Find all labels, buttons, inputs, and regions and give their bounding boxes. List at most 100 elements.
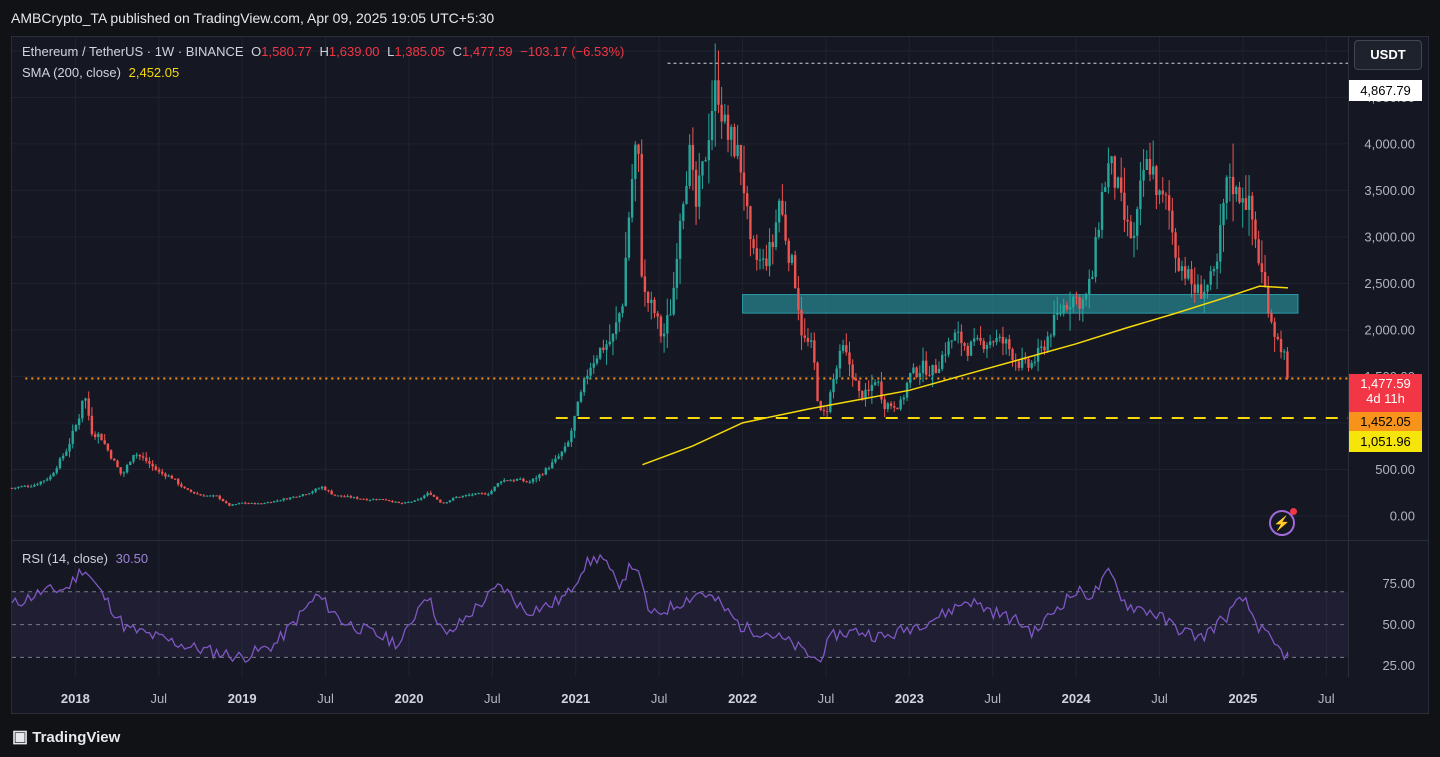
- time-tick-label-15: Jul: [1318, 691, 1335, 706]
- candle-body-315: [1017, 361, 1021, 368]
- candle-body-96: [317, 488, 321, 490]
- candle-body-388: [1251, 195, 1254, 220]
- candle-body-114: [375, 499, 378, 501]
- candle-body-78: [260, 503, 263, 505]
- candle-body-44: [151, 463, 154, 467]
- candle-body-138: [451, 497, 455, 501]
- candle-body-154: [503, 480, 506, 482]
- candle-body-175: [570, 430, 573, 443]
- rsi-legend[interactable]: RSI (14, close) 30.50: [22, 551, 148, 566]
- candle-body-231: [749, 206, 752, 240]
- candle-body-262: [848, 352, 851, 365]
- candle-body-13: [52, 472, 55, 477]
- candle-body-189: [614, 322, 618, 334]
- candle-body-222: [720, 104, 723, 122]
- candle-body-35: [122, 472, 126, 474]
- candle-body-87: [288, 497, 292, 500]
- symbol-label[interactable]: Ethereum / TetherUS · 1W · BINANCE: [22, 44, 244, 59]
- candle-body-55: [186, 488, 190, 490]
- open-label: O: [251, 44, 262, 59]
- candle-body-34: [119, 467, 122, 474]
- candle-body-313: [1011, 349, 1014, 361]
- candle-body-240: [777, 200, 781, 223]
- resistance-zone-rect: [742, 294, 1299, 314]
- candle-body-85: [282, 498, 285, 501]
- candle-body-273: [883, 399, 886, 410]
- candle-body-51: [173, 478, 177, 480]
- candle-body-245: [793, 255, 797, 289]
- candle-body-93: [308, 493, 311, 495]
- candle-body-221: [717, 80, 720, 105]
- candle-body-103: [340, 495, 343, 497]
- rsi-line: [11, 553, 1289, 664]
- candle-body-17: [65, 451, 68, 456]
- candle-body-309: [998, 336, 1001, 338]
- candle-body-59: [199, 494, 202, 496]
- candle-body-353: [1139, 180, 1142, 210]
- candle-body-152: [496, 483, 500, 487]
- candle-body-267: [864, 389, 867, 400]
- candle-body-359: [1158, 190, 1161, 196]
- sma-legend[interactable]: SMA (200, close) 2,452.05: [22, 65, 179, 80]
- candle-body-122: [400, 502, 404, 504]
- candle-body-67: [224, 501, 228, 504]
- candle-body-7: [33, 485, 36, 487]
- price-tick-label-6: 3,000.00: [1364, 229, 1415, 244]
- lightning-icon[interactable]: ⚡: [1269, 508, 1297, 536]
- candle-body-0: [10, 487, 14, 489]
- candle-body-202: [656, 313, 659, 317]
- candle-body-253: [819, 401, 822, 411]
- candle-body-111: [365, 499, 369, 501]
- time-tick-label-7: Jul: [651, 691, 668, 706]
- candle-body-49: [167, 475, 170, 477]
- candle-body-60: [202, 495, 205, 497]
- candle-body-211: [685, 185, 688, 205]
- candle-body-170: [554, 458, 557, 463]
- candle-body-118: [387, 500, 391, 502]
- candle-body-299: [966, 345, 969, 356]
- candle-body-249: [806, 337, 810, 342]
- candle-body-181: [589, 367, 592, 376]
- candle-body-79: [263, 503, 266, 505]
- candle-body-234: [758, 259, 762, 261]
- candle-body-292: [944, 354, 947, 356]
- candle-body-319: [1030, 362, 1033, 368]
- candle-body-40: [138, 454, 142, 457]
- sma-label: SMA (200, close): [22, 65, 121, 80]
- candle-body-136: [445, 502, 448, 504]
- rsi-value: 30.50: [115, 551, 149, 566]
- candle-body-247: [800, 309, 803, 336]
- candle-body-392: [1263, 272, 1267, 287]
- candle-body-261: [845, 345, 848, 353]
- candle-body-155: [506, 480, 509, 482]
- tradingview-logo[interactable]: ▣ TradingView: [12, 727, 120, 747]
- candle-body-191: [621, 306, 624, 314]
- time-tick-label-11: Jul: [984, 691, 1001, 706]
- candle-body-101: [333, 494, 337, 496]
- time-tick-label-5: Jul: [484, 691, 501, 706]
- candle-body-241: [781, 200, 784, 215]
- candle-body-378: [1219, 225, 1222, 262]
- resistance-zone: [742, 294, 1299, 314]
- time-tick-label-6: 2021: [561, 691, 590, 706]
- candle-body-73: [244, 502, 247, 504]
- candle-body-281: [909, 373, 912, 383]
- change-value: −103.17 (−6.53%): [520, 44, 625, 59]
- time-tick-label-10: 2023: [895, 691, 924, 706]
- price-tick-label-8: 4,000.00: [1364, 136, 1415, 151]
- candle-body-24: [87, 398, 90, 416]
- candle-body-43: [148, 460, 151, 464]
- currency-button[interactable]: USDT: [1354, 40, 1422, 70]
- candle-body-215: [698, 175, 701, 207]
- candle-body-233: [755, 248, 758, 260]
- candle-body-165: [538, 474, 541, 479]
- candle-body-180: [586, 375, 589, 379]
- candle-body-356: [1148, 158, 1152, 175]
- candle-body-387: [1247, 195, 1251, 210]
- candle-body-69: [231, 504, 234, 506]
- candle-body-147: [480, 493, 484, 495]
- candle-body-284: [918, 373, 922, 378]
- candle-body-188: [611, 333, 615, 342]
- candle-body-361: [1164, 194, 1168, 196]
